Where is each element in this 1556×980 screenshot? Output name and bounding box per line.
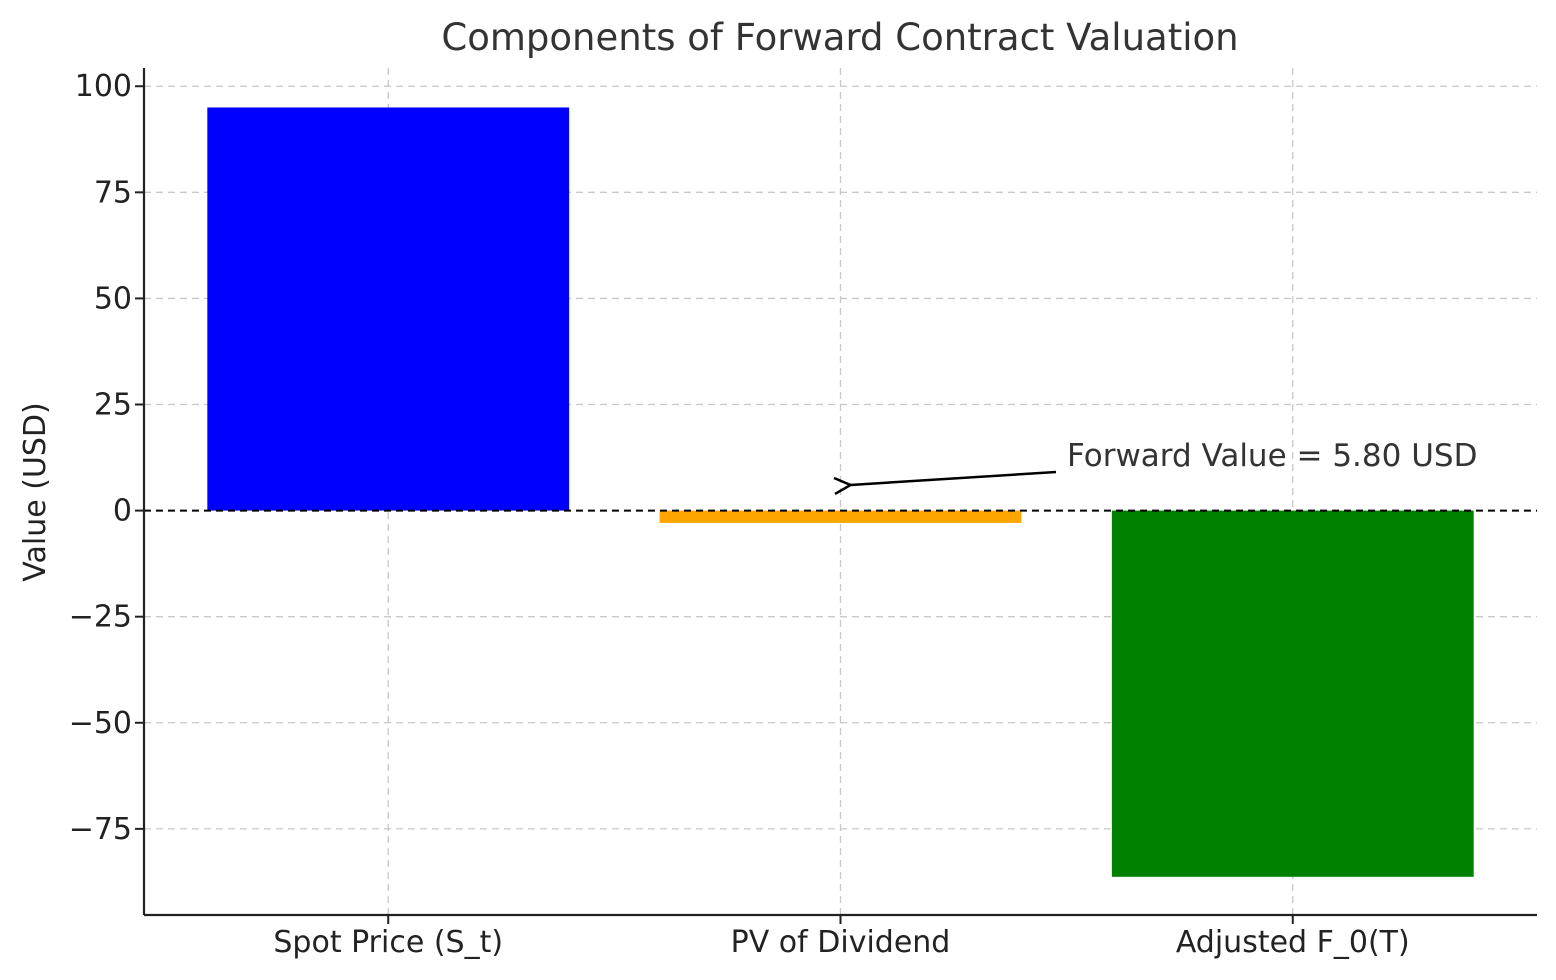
y-tick-label: −50 <box>69 706 132 741</box>
bar-spot-price-s-t <box>207 107 570 511</box>
y-tick-label: −75 <box>69 812 132 847</box>
chart-title: Components of Forward Contract Valuation <box>441 16 1238 59</box>
x-tick-label: PV of Dividend <box>731 925 951 960</box>
axes <box>135 68 1537 924</box>
bar-pv-of-dividend <box>659 510 1022 523</box>
tick-labels: 100 75 50 25 0 −25 −50 −75 Spot Price (S_t) PV of… <box>69 69 1410 960</box>
y-tick-label: 0 <box>113 494 132 529</box>
y-tick-label: 50 <box>94 281 132 316</box>
y-tick-label: −25 <box>69 600 132 635</box>
x-tick-label: Spot Price (S_t) <box>273 925 503 960</box>
y-tick-label: 75 <box>94 175 132 210</box>
bar-adjusted-f-0-t <box>1111 510 1474 877</box>
x-tick-label: Adjusted F_0(T) <box>1176 925 1410 960</box>
y-tick-label: 100 <box>75 69 132 104</box>
annotation-arrow <box>851 470 1057 485</box>
y-axis-label: Value (USD) <box>18 402 53 581</box>
annotation-text: Forward Value = 5.80 USD <box>1067 438 1477 474</box>
y-tick-label: 25 <box>94 388 132 423</box>
annotation-group: Forward Value = 5.80 USD <box>851 438 1477 485</box>
bars <box>207 107 1474 877</box>
